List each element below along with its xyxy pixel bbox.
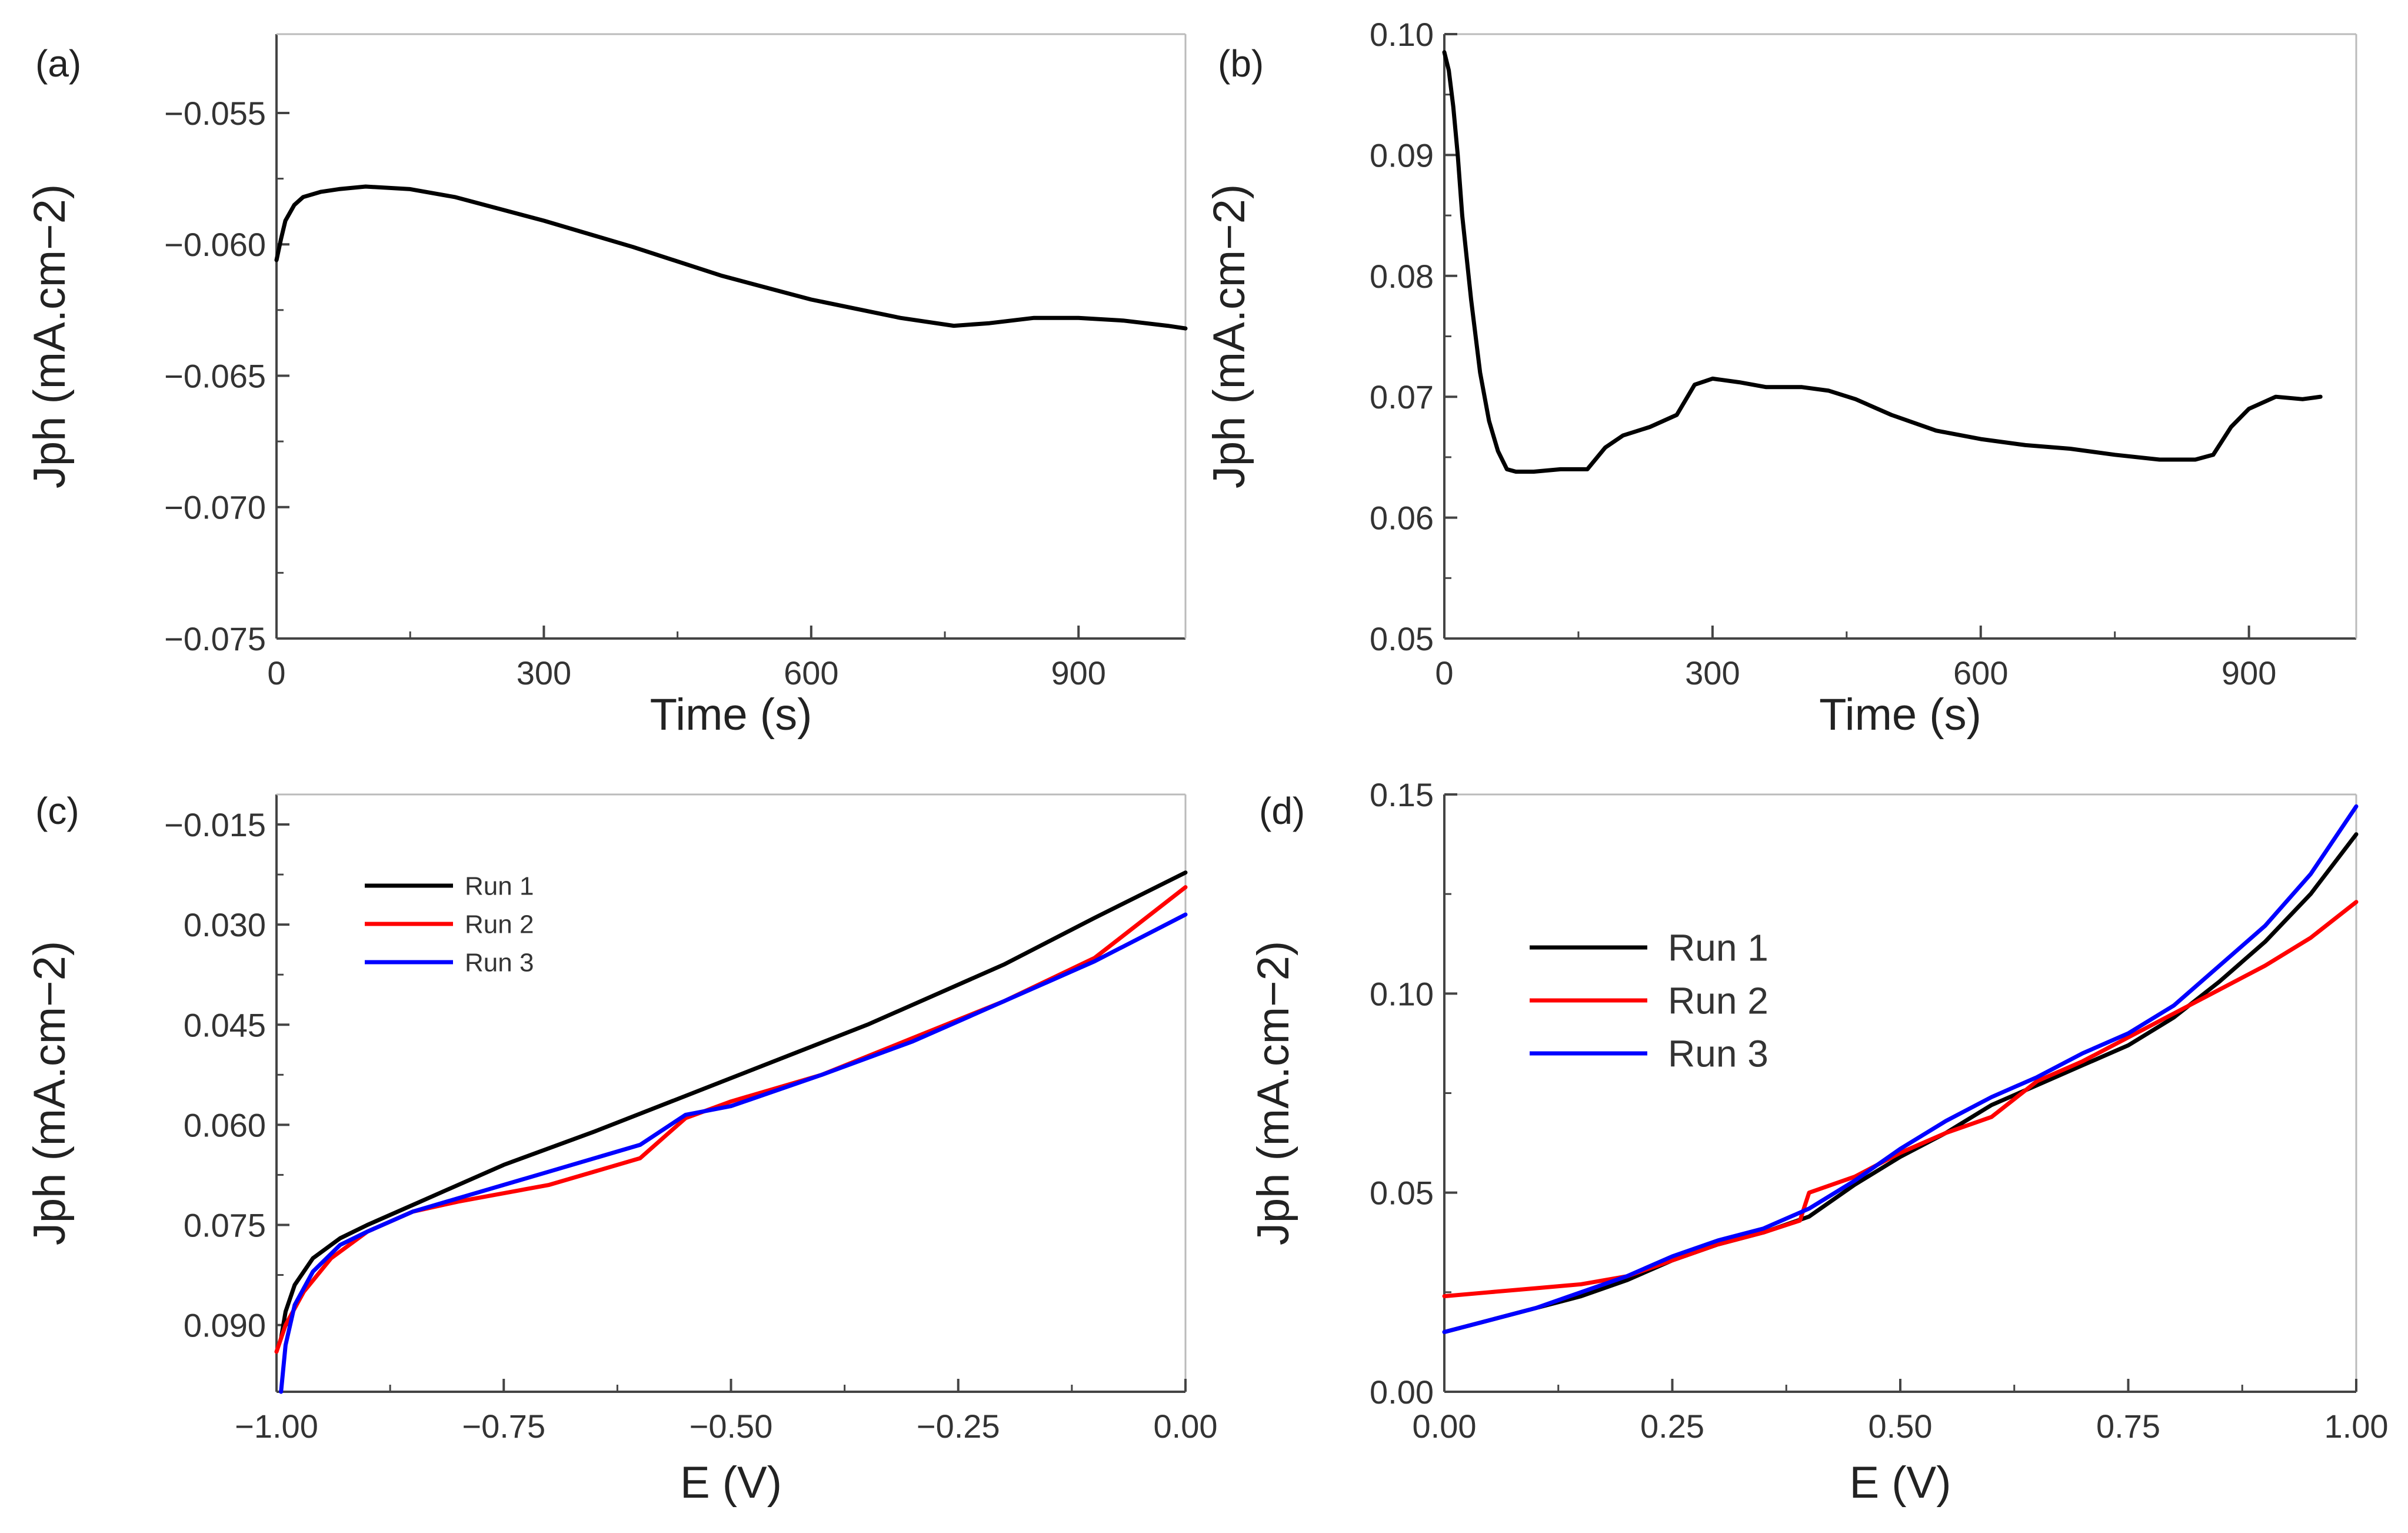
chart-panel-2: −1.00 −0.75 −0.50 −0.25 0.00 −0.015 0.030 0.045… — [25, 790, 1218, 1508]
legend-label: Run 3 — [1668, 1032, 1768, 1075]
y-axis-title: Jph (mA.cm−2) — [25, 184, 75, 488]
y-tick-label: 0.07 — [1370, 378, 1434, 415]
series-line-1 — [1442, 50, 2323, 474]
x-tick-label: 900 — [2222, 654, 2276, 691]
legend-label: Run 1 — [1668, 926, 1768, 969]
y-tick-label: 0.060 — [184, 1106, 266, 1143]
panel-letter: (b) — [1218, 42, 1264, 85]
y-tick-label: 0.15 — [1370, 776, 1434, 813]
series-line-3 — [1442, 804, 2359, 1334]
legend-label: Run 3 — [465, 948, 534, 977]
x-axis-title: E (V) — [680, 1458, 782, 1508]
x-tick-label: 600 — [1953, 654, 2008, 691]
series-line-1 — [1442, 832, 2359, 1334]
x-axis-title: Time (s) — [1819, 690, 1981, 740]
y-tick-label: 0.09 — [1370, 137, 1434, 174]
x-tick-label: 300 — [517, 654, 571, 691]
panel-letter: (d) — [1259, 790, 1305, 832]
y-axis-title: Jph (mA.cm−2) — [1248, 941, 1298, 1245]
y-axis-title: Jph (mA.cm−2) — [25, 941, 75, 1245]
x-tick-label: 900 — [1051, 654, 1106, 691]
x-tick-label: 0.00 — [1154, 1408, 1218, 1445]
y-tick-label: −0.055 — [164, 95, 266, 132]
y-tick-label: 0.05 — [1370, 620, 1434, 657]
legend-label: Run 2 — [1668, 979, 1768, 1022]
x-tick-label: 300 — [1685, 654, 1740, 691]
x-tick-label: 1.00 — [2324, 1408, 2389, 1445]
panel-letter: (a) — [35, 42, 81, 85]
y-tick-label: 0.05 — [1370, 1175, 1434, 1212]
y-tick-label: 0.030 — [184, 906, 266, 943]
legend: Run 1 Run 2 Run 3 — [365, 872, 534, 977]
x-tick-label: −1.00 — [235, 1408, 318, 1445]
y-tick-label: −0.070 — [164, 489, 266, 526]
x-tick-label: 0 — [1435, 654, 1453, 691]
x-tick-label: −0.50 — [690, 1408, 773, 1445]
legend-label: Run 1 — [465, 872, 534, 900]
x-axis-title: E (V) — [1849, 1458, 1951, 1508]
x-tick-label: 0.75 — [2096, 1408, 2160, 1445]
chart-panel-0: 0 300 600 900 −0.055 −0.060 −0.065 −0.070 −0.075… — [25, 33, 1188, 740]
x-axis-title: Time (s) — [650, 690, 812, 740]
chart-panel-1: 0 300 600 900 0.05 0.06 0.07 0.08 0.09 0.10 Time (… — [1204, 16, 2357, 740]
y-tick-label: 0.045 — [184, 1006, 266, 1043]
x-tick-label: −0.75 — [462, 1408, 545, 1445]
series-line-2 — [274, 885, 1188, 1354]
x-tick-label: −0.25 — [917, 1408, 1000, 1445]
y-tick-label: −0.015 — [164, 806, 266, 843]
chart-panel-3: 0.00 0.25 0.50 0.75 1.00 0.00 0.05 0.10 0.15 E (V… — [1248, 776, 2389, 1508]
y-tick-label: 0.090 — [184, 1307, 266, 1344]
legend: Run 1 Run 2 Run 3 — [1530, 926, 1768, 1075]
y-tick-label: 0.00 — [1370, 1374, 1434, 1411]
y-tick-label: −0.060 — [164, 226, 266, 263]
x-tick-label: 600 — [784, 654, 838, 691]
series-line-1 — [274, 184, 1188, 331]
y-tick-label: 0.06 — [1370, 500, 1434, 537]
y-tick-label: −0.075 — [164, 620, 266, 657]
series-line-2 — [1442, 900, 2359, 1299]
y-tick-label: 0.10 — [1370, 16, 1434, 53]
x-tick-label: 0.25 — [1640, 1408, 1704, 1445]
panel-letter: (c) — [35, 790, 79, 832]
legend-label: Run 2 — [465, 910, 534, 939]
x-tick-label: 0.00 — [1413, 1408, 1477, 1445]
y-tick-label: −0.065 — [164, 357, 266, 394]
x-tick-label: 0.50 — [1869, 1408, 1933, 1445]
y-tick-label: 0.075 — [184, 1206, 266, 1243]
y-tick-label: 0.08 — [1370, 258, 1434, 295]
series-line-1 — [279, 870, 1188, 1341]
x-tick-label: 0 — [267, 654, 285, 691]
y-axis-title: Jph (mA.cm−2) — [1204, 184, 1254, 488]
series-line-3 — [279, 912, 1188, 1394]
y-tick-label: 0.10 — [1370, 975, 1434, 1012]
